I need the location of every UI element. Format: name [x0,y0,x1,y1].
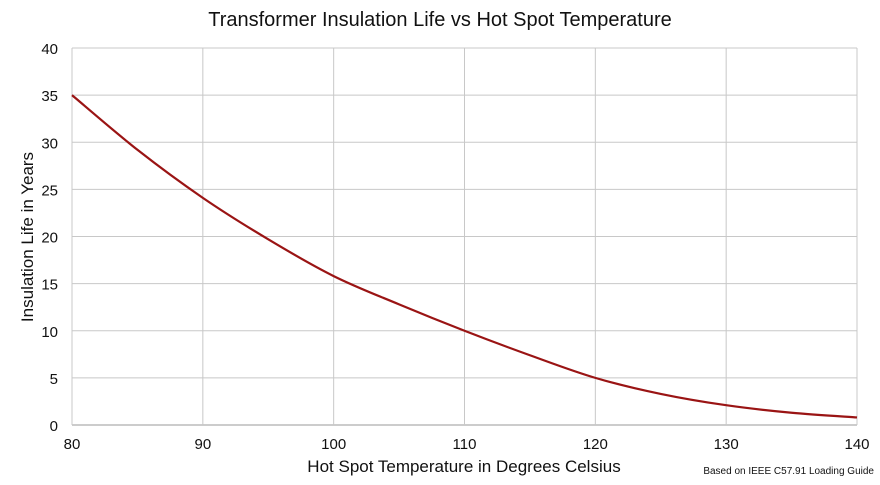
source-annotation: Based on IEEE C57.91 Loading Guide [703,466,874,477]
x-tick-label: 120 [583,436,608,453]
x-axis-label: Hot Spot Temperature in Degrees Celsius [307,457,620,476]
x-tick-label: 130 [714,436,739,453]
y-tick-label: 25 [41,182,58,199]
x-tick-label: 100 [321,436,346,453]
y-tick-label: 10 [41,324,58,341]
x-tick-label: 110 [453,436,477,453]
series-line [71,94,858,419]
y-tick-label: 30 [41,135,58,152]
y-tick-label: 40 [41,41,58,58]
tick-labels: 0 5 10 15 20 25 30 35 40 80 90 100 110 120 130 140 [41,41,869,453]
y-tick-label: 0 [50,418,58,435]
y-tick-label: 15 [41,277,58,294]
x-tick-label: 90 [194,436,211,453]
x-tick-label: 140 [844,436,869,453]
y-tick-label: 35 [41,88,58,105]
chart-title: Transformer Insulation Life vs Hot Spot … [208,9,672,31]
y-tick-label: 20 [41,230,58,247]
x-tick-label: 80 [64,436,81,453]
y-axis-label: Insulation Life in Years [18,152,37,322]
grid [71,47,858,426]
y-tick-label: 5 [50,371,58,388]
